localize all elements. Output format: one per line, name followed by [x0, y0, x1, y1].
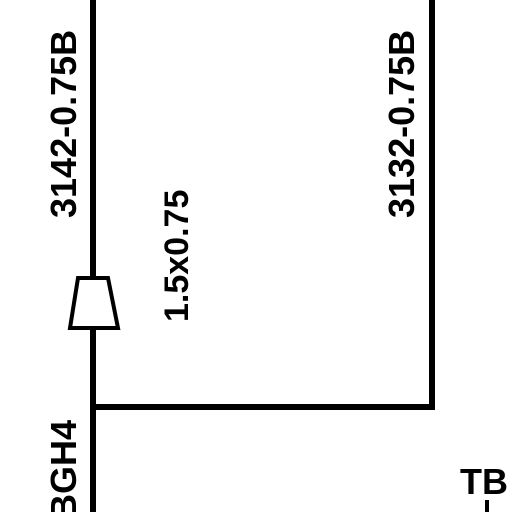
left-wire-label: 3142-0.75B [43, 30, 84, 218]
right-wire-label: 3132-0.75B [381, 30, 422, 218]
terminal-block-label: TB [460, 461, 508, 502]
bottom-left-wire-label: 5BGH4 [43, 420, 84, 512]
splice-label: 1.5x0.75 [158, 190, 196, 322]
connector-symbol [67, 276, 121, 330]
